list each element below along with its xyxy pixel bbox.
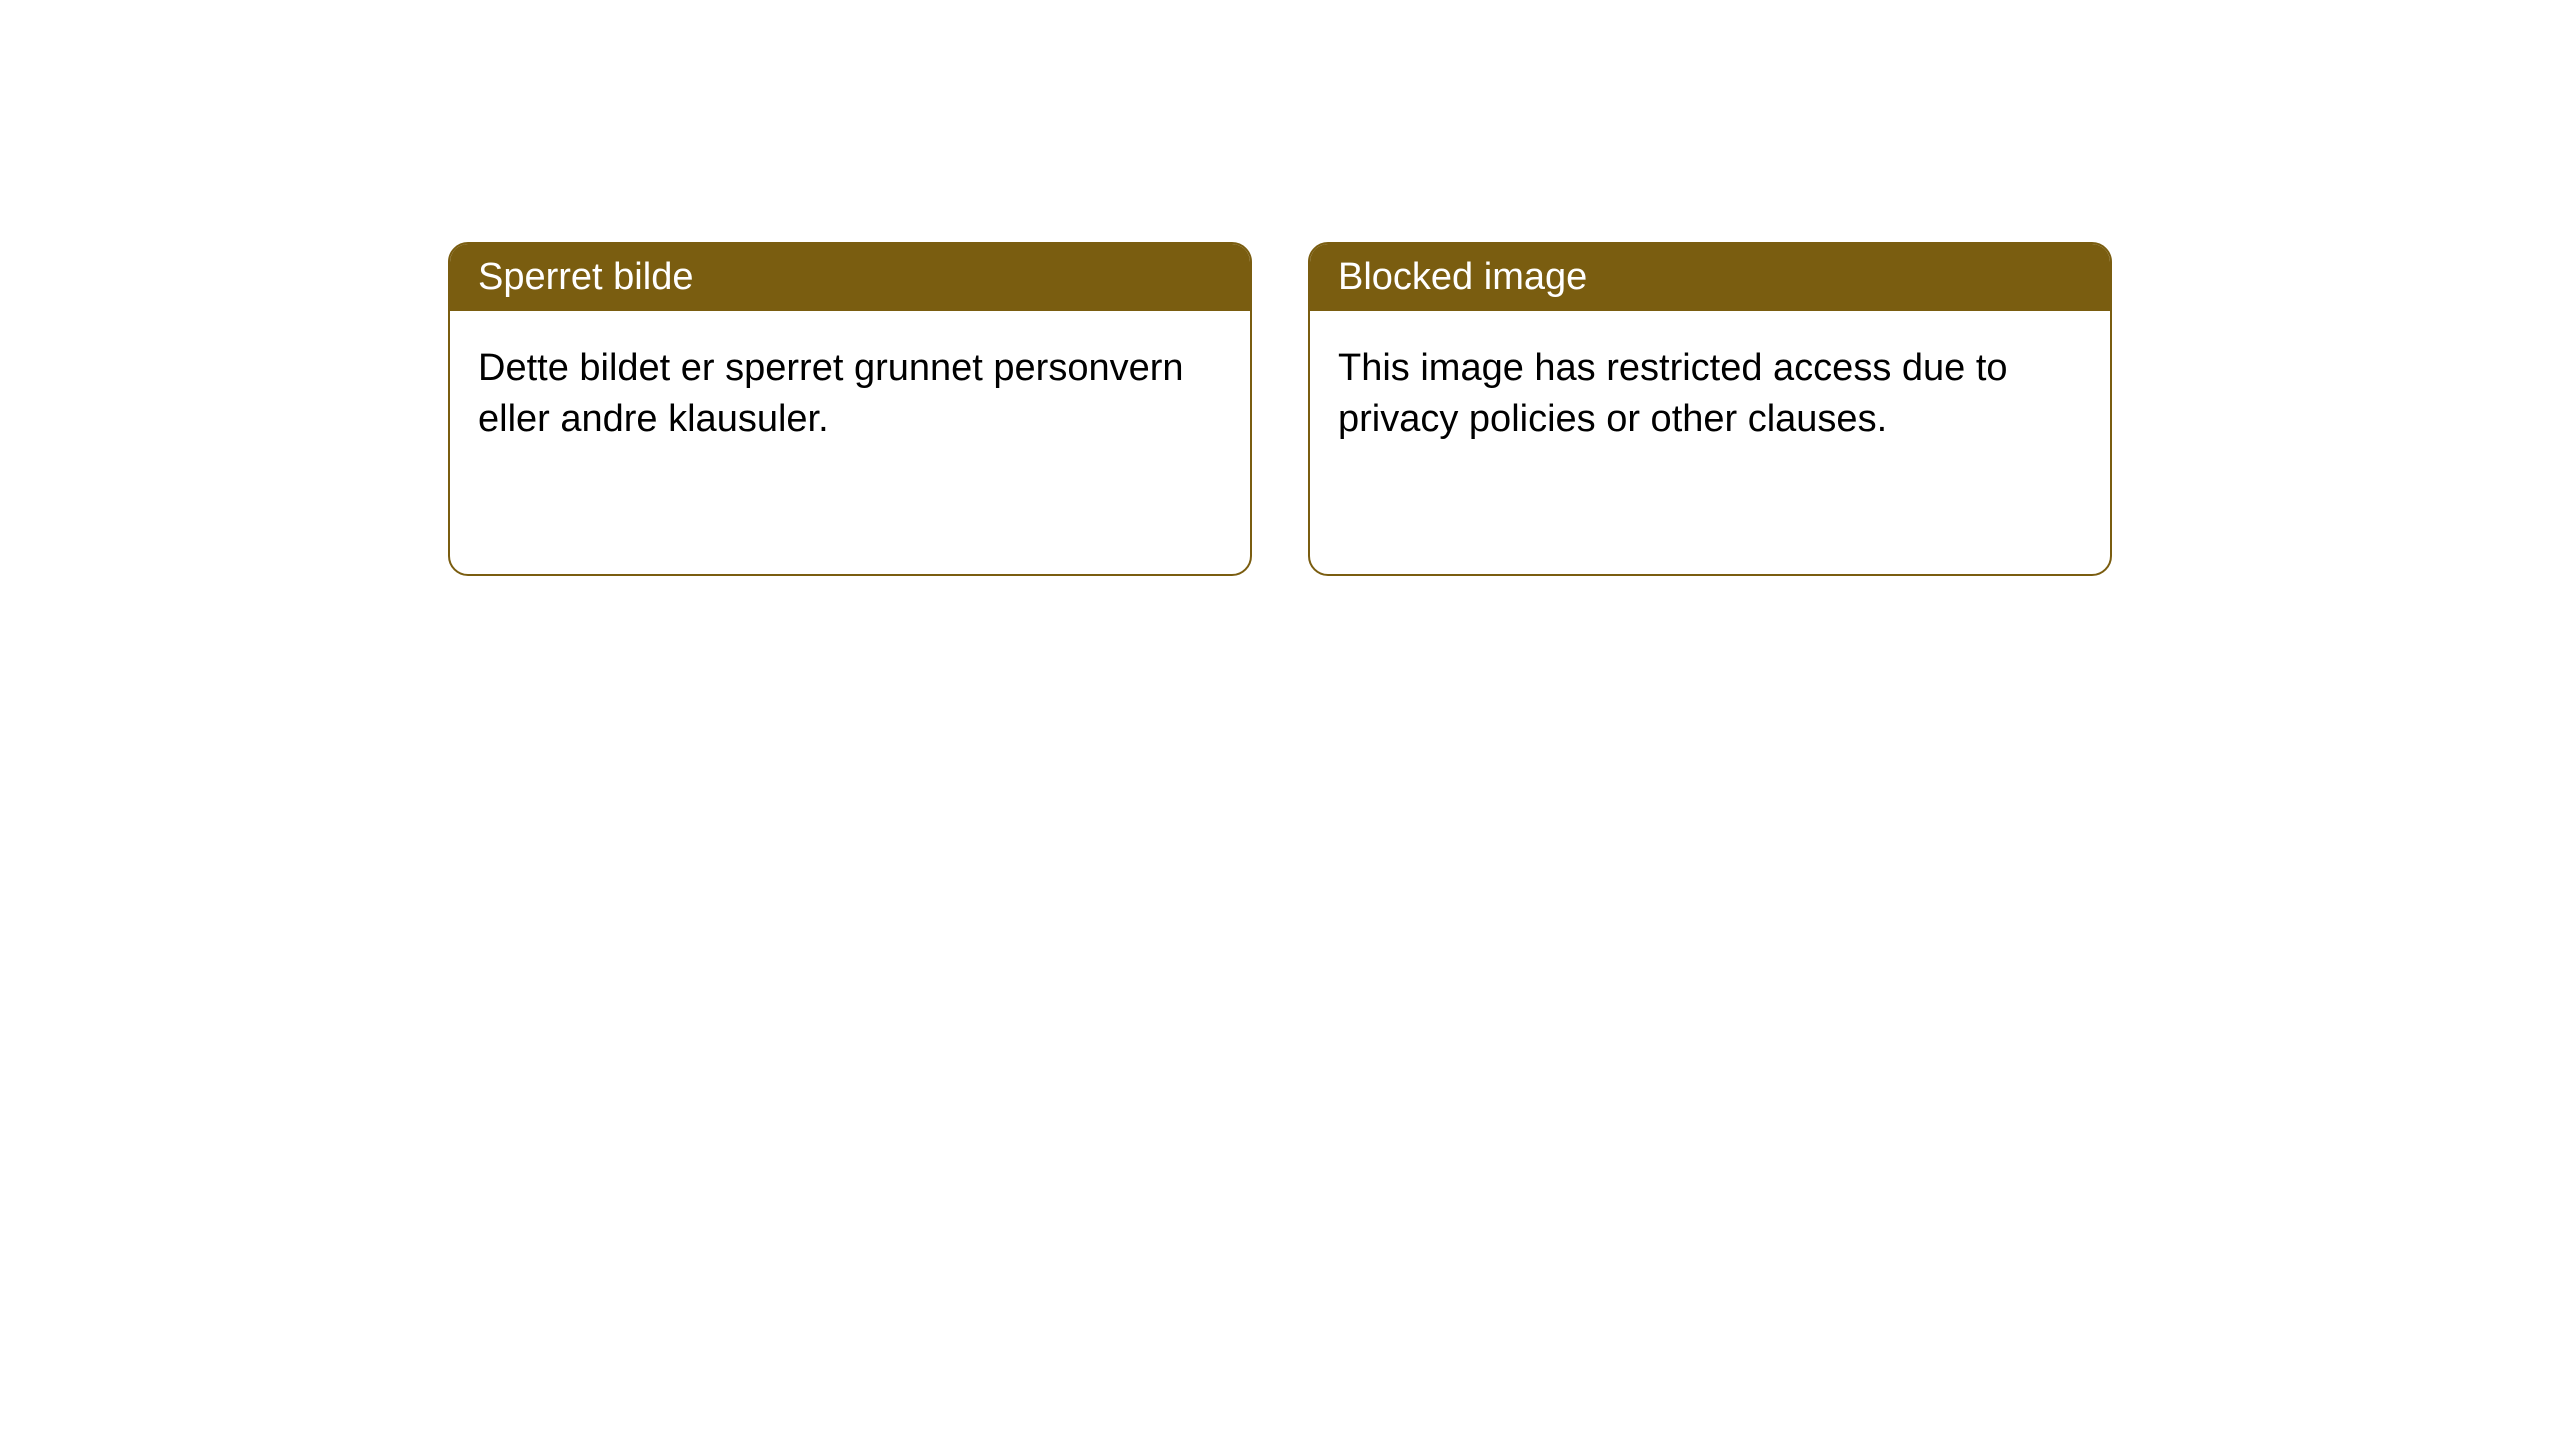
cards-container: Sperret bilde Dette bildet er sperret gr…: [448, 242, 2112, 576]
card-body-norwegian: Dette bildet er sperret grunnet personve…: [450, 311, 1250, 478]
card-header-norwegian: Sperret bilde: [450, 244, 1250, 311]
card-norwegian: Sperret bilde Dette bildet er sperret gr…: [448, 242, 1252, 576]
card-english: Blocked image This image has restricted …: [1308, 242, 2112, 576]
card-header-english: Blocked image: [1310, 244, 2110, 311]
card-body-english: This image has restricted access due to …: [1310, 311, 2110, 478]
